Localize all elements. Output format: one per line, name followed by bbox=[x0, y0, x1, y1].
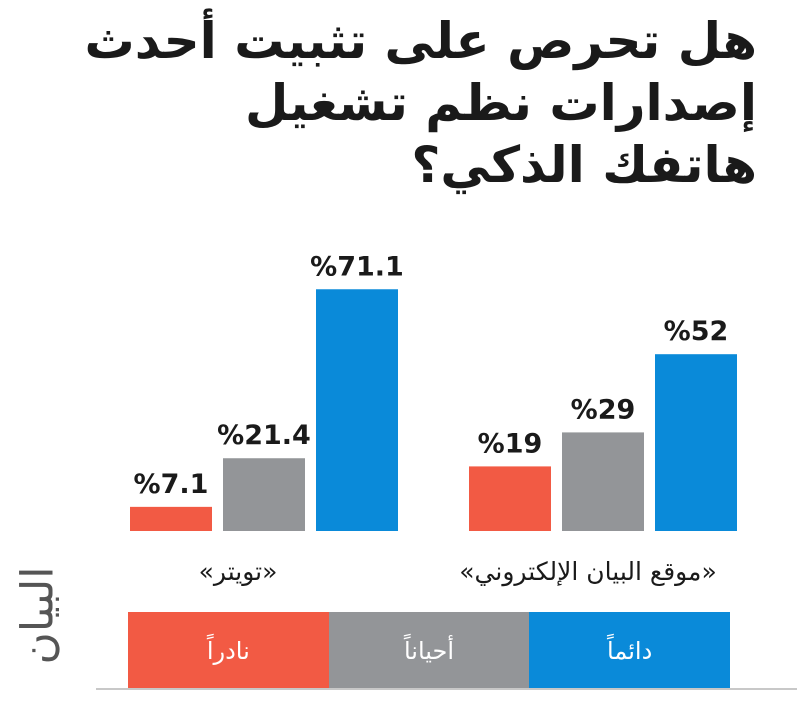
legend-label-always: دائماً bbox=[607, 636, 653, 665]
legend-item-always: دائماً bbox=[529, 612, 730, 689]
category-label-0: «موقع البيان الإلكتروني» bbox=[459, 557, 717, 587]
bar-rarely-0 bbox=[469, 466, 551, 531]
legend: دائماً أحياناً نادراً bbox=[127, 612, 730, 689]
legend-item-rarely: نادراً bbox=[127, 612, 329, 689]
chart-title: هل تحرص على تثبيت أحدث إصدارات نظم تشغيل… bbox=[57, 10, 758, 196]
bar-rarely-1 bbox=[130, 506, 212, 531]
title-line-3: هاتفك الذكي؟ bbox=[411, 136, 757, 194]
bar-always-1 bbox=[316, 289, 398, 531]
category-label-1: «تويتر» bbox=[199, 557, 278, 586]
title-line-2: إصدارات نظم تشغيل bbox=[244, 74, 757, 132]
legend-label-sometimes: أحياناً bbox=[403, 636, 455, 665]
bar-sometimes-0 bbox=[562, 432, 644, 531]
bottom-divider bbox=[96, 688, 797, 690]
bar-always-0 bbox=[655, 354, 737, 531]
albayan-logo: البيان bbox=[8, 540, 68, 690]
value-label-always-1: %71.1 bbox=[310, 251, 404, 282]
value-label-sometimes-1: %21.4 bbox=[217, 420, 311, 451]
legend-item-sometimes: أحياناً bbox=[328, 612, 530, 689]
bar-chart: %52 %29 %19 «موقع البيان الإلكتروني» %71.1 %2… bbox=[130, 251, 737, 587]
value-label-rarely-0: %19 bbox=[478, 428, 543, 459]
legend-label-rarely: نادراً bbox=[206, 636, 250, 665]
value-label-rarely-1: %7.1 bbox=[134, 469, 209, 500]
bar-sometimes-1 bbox=[223, 458, 305, 531]
value-label-sometimes-0: %29 bbox=[571, 394, 636, 425]
value-label-always-0: %52 bbox=[664, 316, 729, 347]
logo-text: البيان bbox=[12, 566, 64, 664]
title-line-1: هل تحرص على تثبيت أحدث bbox=[84, 12, 758, 70]
